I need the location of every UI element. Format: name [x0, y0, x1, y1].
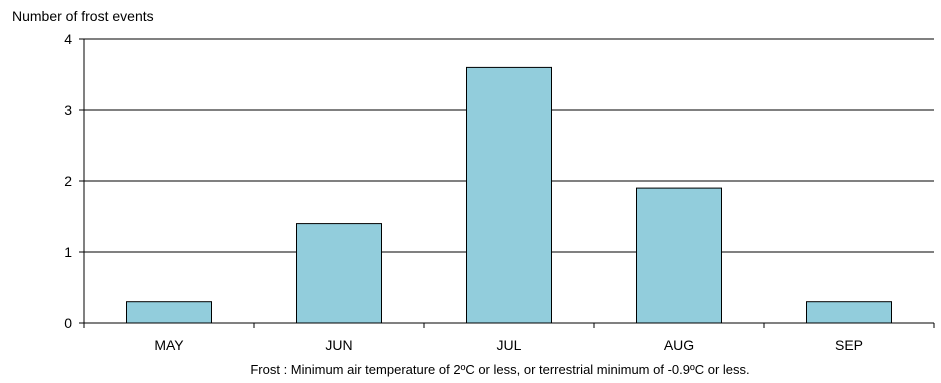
x-tick-label: MAY — [154, 337, 184, 353]
y-tick-label: 3 — [64, 102, 72, 118]
bar-may — [126, 301, 212, 324]
bar-jun — [296, 223, 382, 324]
x-tick-label: AUG — [664, 337, 694, 353]
y-tick-label: 1 — [64, 244, 72, 260]
x-tick-label: JUL — [497, 337, 522, 353]
bar-jul — [466, 66, 552, 324]
y-tick-label: 2 — [64, 173, 72, 189]
y-axis-label: Number of frost events — [12, 8, 154, 24]
y-tick-label: 0 — [64, 315, 72, 331]
axes — [79, 38, 935, 328]
y-tick-label: 4 — [64, 31, 72, 47]
bar-sep — [806, 301, 892, 324]
bars — [126, 66, 892, 324]
x-tick-label: JUN — [325, 337, 352, 353]
bar-aug — [636, 187, 722, 324]
x-axis-note: Frost : Minimum air temperature of 2ºC o… — [250, 362, 749, 377]
y-tick-labels: 0 1 2 3 4 — [64, 31, 72, 331]
x-tick-label: SEP — [835, 337, 863, 353]
x-tick-labels: MAY JUN JUL AUG SEP — [154, 337, 863, 353]
